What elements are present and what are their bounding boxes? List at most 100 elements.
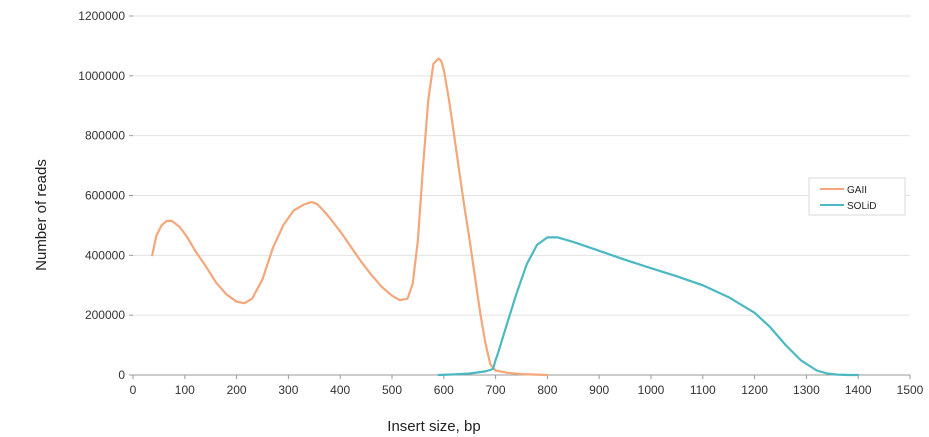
data-point-gaii <box>194 250 196 252</box>
data-point-solid <box>526 263 528 265</box>
data-point-gaii <box>406 298 409 300</box>
legend-box <box>808 177 906 216</box>
data-point-gaii <box>448 99 450 101</box>
data-point-gaii <box>432 63 434 65</box>
data-point-gaii <box>236 301 238 303</box>
data-point-solid <box>557 236 559 238</box>
data-point-solid <box>624 259 626 261</box>
legend: GAII SOLiD <box>808 177 906 216</box>
data-point-gaii <box>251 298 253 300</box>
data-point-solid <box>469 372 471 375</box>
y-tick-label: 1200000 <box>78 9 125 23</box>
data-point-gaii <box>360 260 362 262</box>
data-point-gaii <box>440 60 442 62</box>
data-point-gaii <box>474 275 476 277</box>
x-tick-label: 1500 <box>897 383 924 397</box>
data-point-gaii <box>282 224 284 226</box>
x-tick-label: 100 <box>175 383 195 397</box>
data-point-solid <box>785 344 787 346</box>
data-point-gaii <box>261 278 264 280</box>
data-point-gaii <box>453 135 455 137</box>
y-tick-label: 200000 <box>85 308 125 322</box>
x-tick-label: 1000 <box>638 383 665 397</box>
data-point-gaii <box>458 171 460 173</box>
data-point-solid <box>847 374 849 376</box>
data-point-gaii <box>160 224 163 226</box>
data-point-gaii <box>381 286 383 288</box>
data-point-gaii <box>321 208 323 210</box>
data-point-gaii <box>350 245 352 247</box>
data-point-solid <box>800 360 802 362</box>
x-tick-label: 400 <box>330 383 350 397</box>
data-point-solid <box>495 359 497 361</box>
data-point-solid <box>857 374 859 376</box>
y-tick-label: 600000 <box>85 189 125 203</box>
data-point-solid <box>754 312 756 314</box>
x-axis-title: Insert size, bp <box>387 418 480 435</box>
data-point-gaii <box>370 274 372 276</box>
y-tick-label: 0 <box>118 368 125 382</box>
data-point-gaii <box>443 69 445 71</box>
data-point-gaii <box>484 341 486 343</box>
y-tick-label: 1000000 <box>78 69 125 83</box>
data-point-solid <box>546 236 549 238</box>
data-point-gaii <box>495 369 497 372</box>
data-point-solid <box>505 326 507 328</box>
data-point-gaii <box>316 203 318 205</box>
data-point-gaii <box>272 247 274 249</box>
data-point-solid <box>826 372 828 375</box>
data-point-solid <box>650 267 652 269</box>
data-point-gaii <box>546 374 549 376</box>
series-line-gaii <box>151 57 549 377</box>
data-point-gaii <box>489 363 491 366</box>
x-tick-label: 1400 <box>845 383 872 397</box>
x-tick-label: 800 <box>537 383 557 397</box>
x-tick-label: 1200 <box>741 383 768 397</box>
x-tick-label: 1300 <box>793 383 820 397</box>
data-point-solid <box>676 275 678 277</box>
data-point-solid <box>536 244 538 246</box>
x-tick-label: 200 <box>227 383 247 397</box>
data-point-gaii <box>225 293 227 295</box>
data-point-solid <box>598 250 600 252</box>
data-point-gaii <box>179 226 181 228</box>
data-point-gaii <box>520 373 523 375</box>
x-tick-label: 300 <box>278 383 298 397</box>
data-point-gaii <box>166 220 168 222</box>
data-point-solid <box>728 296 730 298</box>
data-point-solid <box>438 374 440 376</box>
data-point-solid <box>515 293 517 295</box>
data-point-gaii <box>151 254 153 256</box>
legend-label-gaii: GAII <box>847 185 867 196</box>
data-point-gaii <box>329 217 331 219</box>
data-point-solid <box>484 370 486 372</box>
series-lines <box>151 57 860 377</box>
y-tick-label: 400000 <box>85 248 125 262</box>
data-point-gaii <box>412 283 414 285</box>
x-tick-label: 1100 <box>690 383 716 397</box>
data-point-solid <box>836 374 839 376</box>
data-point-gaii <box>422 165 424 167</box>
data-point-gaii <box>171 220 173 222</box>
data-point-gaii <box>186 236 188 238</box>
gridlines <box>133 15 910 316</box>
data-point-solid <box>492 368 494 370</box>
x-tick-label: 700 <box>486 383 506 397</box>
data-point-solid <box>572 241 574 243</box>
data-point-gaii <box>469 239 471 241</box>
data-point-solid <box>769 326 771 328</box>
data-point-gaii <box>427 99 429 101</box>
data-point-gaii <box>215 281 217 283</box>
data-point-gaii <box>339 230 341 232</box>
x-tick-label: 600 <box>434 383 454 397</box>
data-point-solid <box>497 352 499 354</box>
data-point-gaii <box>438 57 440 60</box>
x-tick-label: 0 <box>130 383 137 397</box>
data-point-gaii <box>417 239 419 241</box>
y-tick-label: 800000 <box>85 129 125 143</box>
data-point-gaii <box>293 209 295 212</box>
data-point-solid <box>702 284 704 286</box>
legend-label-solid: SOLiD <box>847 201 876 212</box>
data-point-gaii <box>463 206 466 209</box>
